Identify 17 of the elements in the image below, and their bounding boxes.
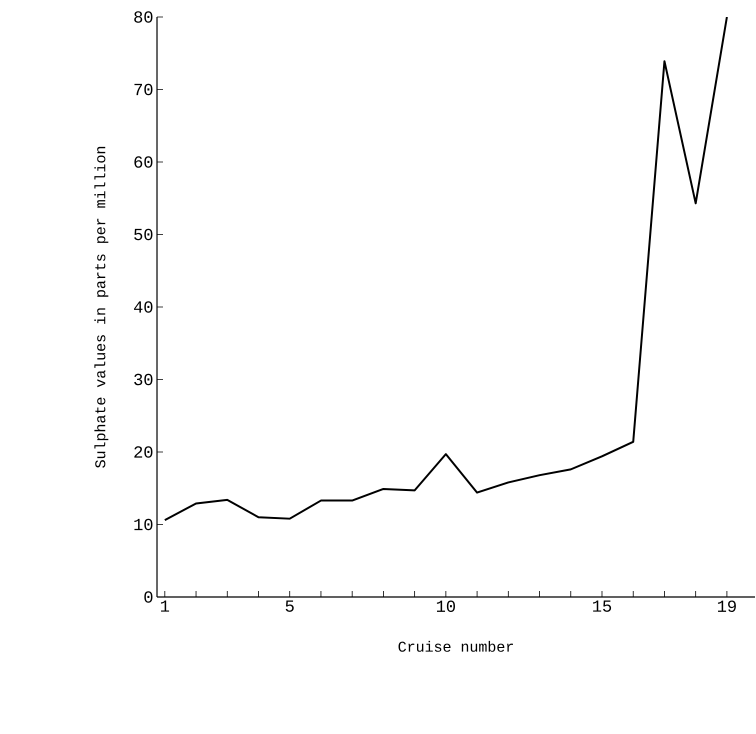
y-tick-label: 50 <box>134 228 152 240</box>
y-tick-label: 30 <box>134 374 152 386</box>
y-axis-title: Sulphate values in parts per million <box>94 146 108 468</box>
y-tick-label: 60 <box>134 156 152 168</box>
x-tick-label: 15 <box>593 600 612 612</box>
y-tick-label: 40 <box>134 301 152 313</box>
x-tick-label: 1 <box>160 600 170 612</box>
y-tick-label: 20 <box>134 446 152 458</box>
x-tick-label: 10 <box>436 600 455 612</box>
x-axis-title: Cruise number <box>398 640 513 652</box>
y-tick-label: 0 <box>144 591 152 603</box>
y-tick-label: 70 <box>134 84 152 96</box>
x-tick-label: 5 <box>286 600 294 612</box>
line-series <box>164 16 728 522</box>
x-tick-label: 19 <box>718 600 736 612</box>
y-tick-label: 80 <box>134 11 152 23</box>
y-tick-label: 10 <box>134 518 152 530</box>
